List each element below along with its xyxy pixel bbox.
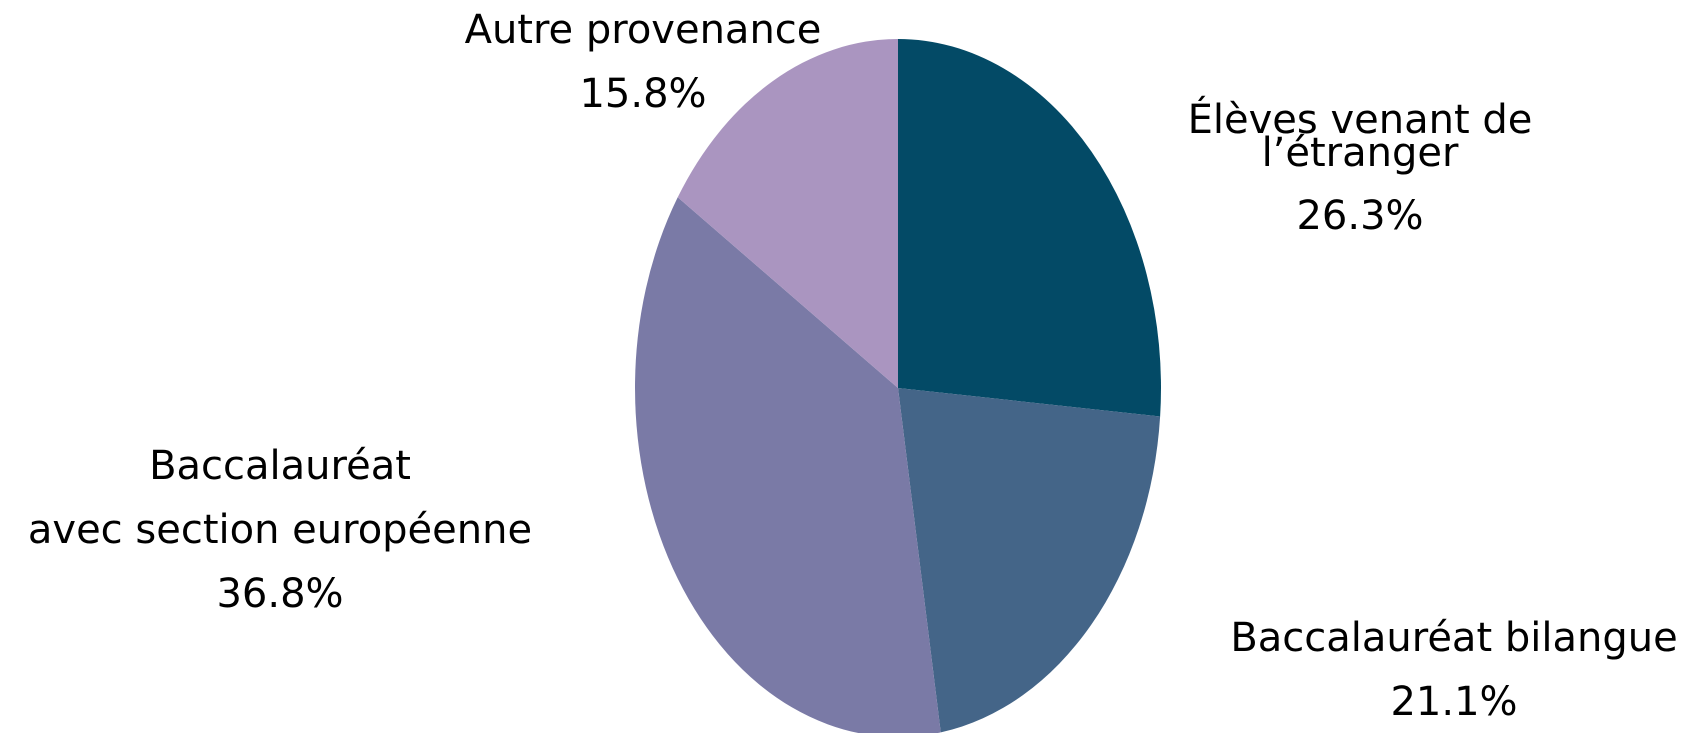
slice-label-europeenne: Baccalauréat [149,443,411,489]
slice-label-europeenne-line2: avec section européenne [28,507,532,553]
pie-slice-europeenne [635,197,941,733]
slice-label-autre: Autre provenance [465,7,822,53]
slice-value-autre: 15.8% [579,71,706,117]
pie-slice-etranger [898,39,1161,417]
slice-value-bilangue: 21.1% [1390,679,1517,725]
slice-label-etranger-line2: l’étranger [1262,130,1459,176]
pie-labels: Élèves venant de l’étranger 26.3% Baccal… [28,7,1678,725]
pie-slice-autre [677,39,898,388]
slice-label-bilangue: Baccalauréat bilangue [1230,615,1677,661]
pie-slice-bilangue [898,388,1161,733]
slice-label-etranger: Élèves venant de [1188,95,1533,143]
slice-value-etranger: 26.3% [1296,193,1423,239]
pie-slices [635,39,1161,733]
slice-value-europeenne: 36.8% [216,571,343,617]
